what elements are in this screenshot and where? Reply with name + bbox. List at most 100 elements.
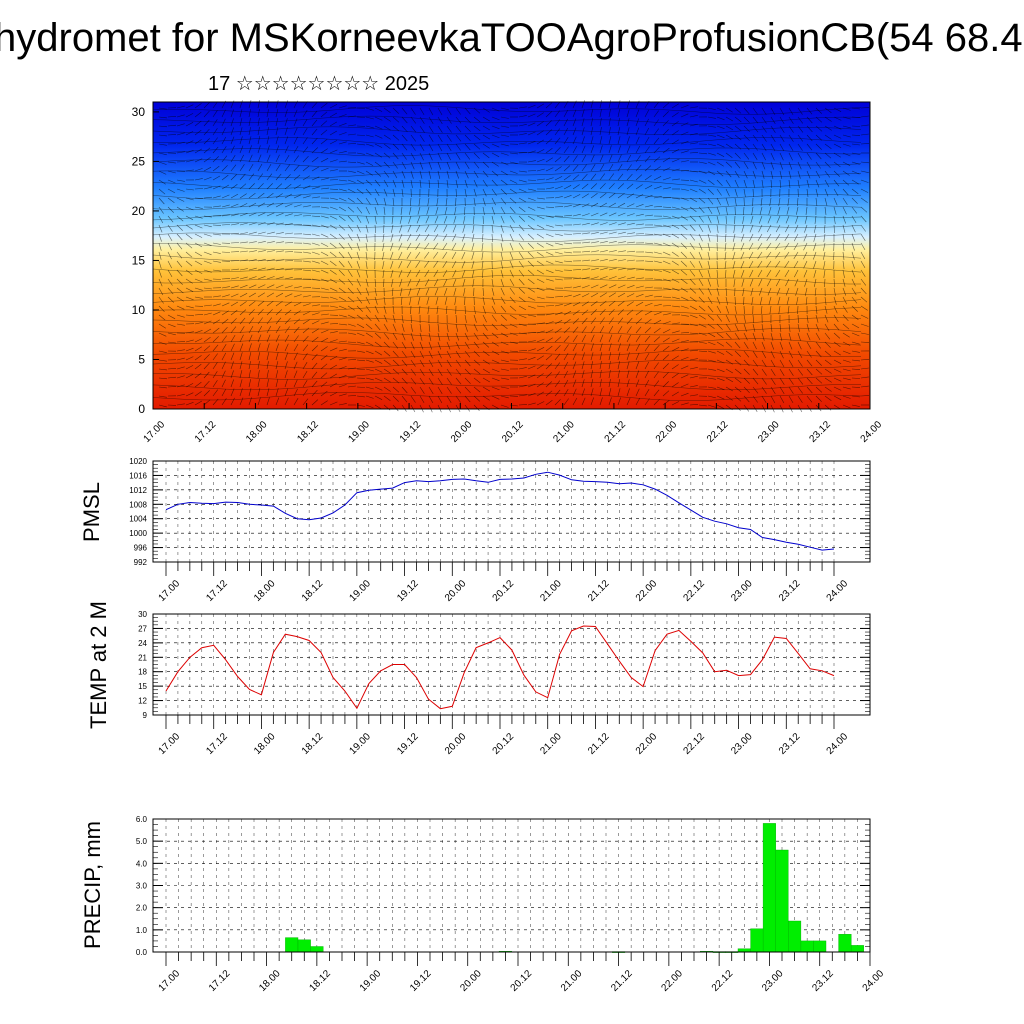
wind-barb [689,260,695,268]
wind-barb [851,386,861,388]
wind-barb [788,125,794,133]
wind-barb [437,323,440,332]
wind-barb [815,116,823,123]
wind-barb [176,305,185,310]
wind-barb [725,305,729,314]
wind-barb [662,129,669,136]
wind-barb [311,128,318,136]
wind-barb [275,109,279,118]
wind-barb [563,370,568,379]
wind-barb [644,361,650,370]
wind-barb [347,287,354,295]
wind-barb [671,305,680,308]
wind-barb [545,177,554,181]
wind-barb [455,179,458,188]
wind-barb [518,106,527,109]
wind-barb [797,170,801,179]
wind-barb [338,357,347,361]
wind-barb [491,332,499,339]
wind-barb [680,113,689,118]
wind-barb [644,175,652,181]
wind-barb [770,341,775,350]
wind-barb [203,260,212,264]
wind-barb [383,143,391,149]
wind-barb [257,325,263,334]
wind-barb [257,317,263,325]
wind-barb [806,134,813,142]
wind-barb [509,323,518,328]
precip-axis-label: PRECIP, mm [80,821,105,949]
wind-barb [752,161,757,170]
wind-barb [599,361,602,370]
wind-barb [626,301,634,307]
wind-barb [662,345,670,352]
wind-barb [212,110,218,118]
wind-barb [437,395,443,404]
wind-barb [401,107,408,115]
wind-barb [527,131,536,136]
wind-barb [581,241,591,244]
wind-barb [572,343,577,352]
wind-barb [491,188,497,196]
wind-barb [374,188,380,196]
wind-barb [527,296,536,301]
wind-barb [176,188,185,192]
wind-barb [239,301,247,307]
wind-barb [433,224,439,233]
wind-barb [680,340,689,343]
wind-barb [617,309,624,316]
wind-barb [239,309,247,316]
wind-barb [221,214,230,217]
wind-barb [590,276,599,280]
wind-barb [824,161,831,169]
wind-barb [599,192,607,199]
wind-barb [626,136,630,145]
wind-barb [284,326,290,334]
wind-barb [275,309,283,316]
wind-barb [734,152,741,159]
wind-barb [194,400,203,406]
wind-barb [689,251,695,259]
wind-barb [473,287,475,297]
wind-barb [365,341,374,346]
wind-barb [167,197,175,204]
wind-barb [410,152,416,161]
wind-barb [740,233,745,242]
wind-barb [824,278,826,288]
wind-barb [572,136,577,145]
wind-barb [581,309,589,316]
wind-barb [374,116,383,121]
wind-barb [185,365,194,370]
wind-barb [158,305,165,313]
wind-barb [284,183,292,190]
wind-barb [446,341,451,350]
wind-barb [689,215,697,222]
wind-barb [446,179,449,188]
wind-barb [599,267,608,271]
wind-barb [445,197,448,206]
wind-barb [842,143,851,147]
wind-barb [518,215,526,222]
wind-barb [536,103,545,109]
wind-barb [680,392,689,397]
wind-barb [320,167,329,172]
wind-barb [455,386,462,394]
wind-barb [176,206,184,212]
wind-barb [401,161,407,170]
wind-barb [392,143,399,150]
wind-barb [734,107,742,114]
wind-barb [311,260,320,264]
wind-barb [374,161,382,168]
wind-barb [518,260,524,268]
wind-barb [860,133,869,136]
wind-barb [248,136,252,145]
wind-barb [329,287,338,292]
wind-barb [698,188,706,194]
wind-barb [311,328,319,334]
wind-barb [599,379,602,388]
wind-barb [284,352,289,361]
wind-barb [471,251,475,260]
wind-barb [176,197,185,202]
wind-barb [644,260,654,262]
wind-barb [446,368,452,376]
